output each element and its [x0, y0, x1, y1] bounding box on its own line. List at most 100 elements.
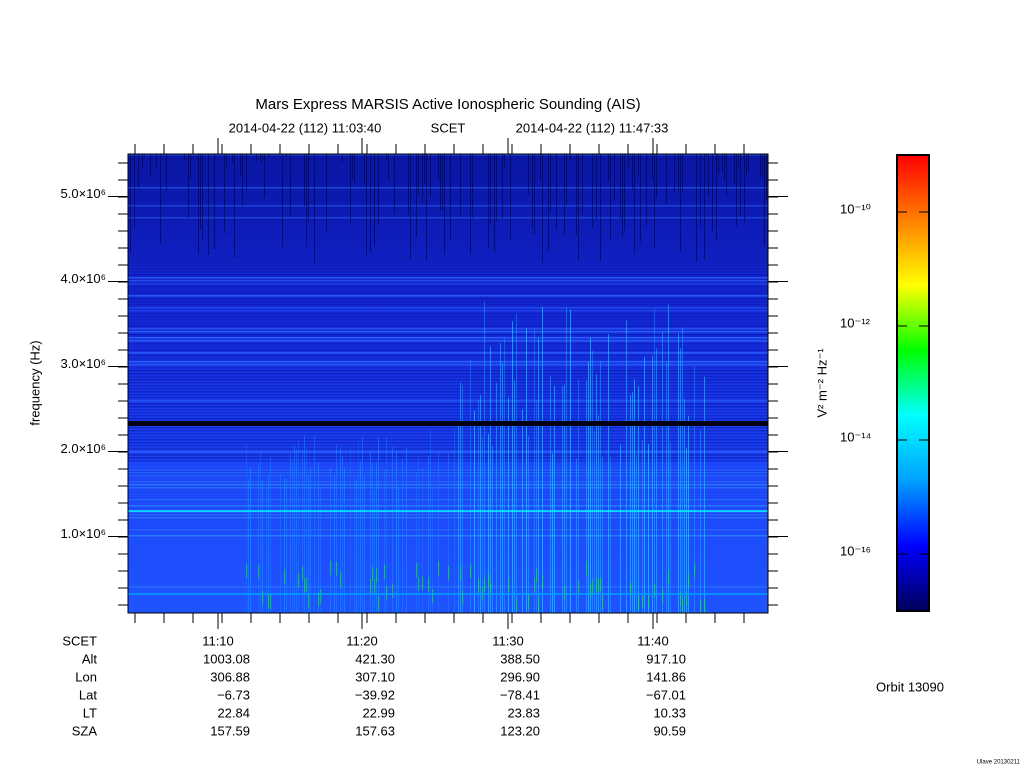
spectrogram-column — [408, 154, 409, 215]
spectrogram-column — [654, 154, 655, 249]
spectrogram-column — [634, 379, 635, 613]
spectrogram-column — [422, 154, 423, 203]
spectrogram-column — [370, 450, 371, 613]
spectrogram-column — [130, 154, 131, 253]
spectrogram-row — [128, 463, 768, 465]
start-time: 2014-04-22 (112) 11:03:40 — [229, 120, 382, 135]
spectrogram-column — [470, 563, 472, 578]
spectrogram-row — [128, 415, 768, 417]
spectrogram-column — [734, 154, 735, 184]
spectrogram-row — [128, 265, 768, 267]
spectrogram-column — [422, 468, 423, 613]
spectrogram-row — [128, 412, 768, 414]
spectrogram-row — [128, 454, 768, 456]
spectrogram-row — [128, 559, 768, 561]
spectrogram-column — [708, 154, 709, 197]
spectrogram-row — [128, 601, 768, 603]
spectrogram-row — [128, 157, 768, 159]
spectrogram-column — [378, 596, 380, 611]
ephemeris-value: 23.83 — [507, 705, 540, 720]
spectrogram-column — [504, 338, 505, 613]
spectrogram-column — [290, 453, 291, 613]
spectrogram-column — [336, 444, 337, 613]
spectrogram-column — [438, 451, 439, 613]
spectrogram-column — [376, 462, 377, 613]
spectrogram-column — [564, 154, 565, 236]
spectrogram-row — [128, 274, 768, 276]
spectrogram-column — [360, 461, 361, 613]
spectrogram-row — [128, 418, 768, 420]
spectrogram-column — [654, 583, 656, 598]
spectrogram-row — [128, 535, 768, 537]
spectrogram-column — [634, 154, 635, 255]
spectrogram-column — [682, 598, 684, 613]
spectrogram-column — [208, 154, 209, 256]
spectrogram-column — [370, 578, 372, 593]
spectrogram-column — [264, 154, 265, 199]
spectrogram-column — [538, 597, 540, 612]
spectrogram-column — [600, 361, 601, 613]
spectrogram-row — [128, 532, 768, 534]
spectrogram-row — [128, 406, 768, 408]
spectrogram-row — [128, 556, 768, 558]
spectrogram-column — [444, 154, 445, 255]
spectrogram-column — [738, 154, 739, 167]
spectrogram-column — [674, 154, 675, 192]
spectrogram-column — [590, 337, 591, 613]
spectrogram-row — [128, 394, 768, 396]
colorbar-label: V² m⁻² Hz⁻¹ — [814, 348, 829, 418]
spectrogram-row — [128, 253, 768, 255]
spectrogram-column — [340, 448, 341, 613]
spectrogram-row — [128, 277, 768, 279]
spectrogram-column — [642, 594, 644, 609]
spectrogram-column — [620, 444, 621, 613]
spectrogram-column — [166, 154, 167, 191]
ephemeris-value: 10.33 — [653, 705, 686, 720]
spectrogram-column — [268, 594, 270, 609]
spectrogram-column — [388, 154, 389, 181]
spectrogram-column — [306, 154, 307, 247]
ephemeris-value: 123.20 — [500, 723, 540, 738]
spectrogram-column — [492, 445, 493, 613]
ephemeris-value: 11:20 — [346, 633, 378, 648]
spectrogram-column — [134, 154, 135, 230]
spectrogram-column — [470, 359, 471, 613]
spectrogram-row — [128, 313, 768, 315]
spectrogram-row — [128, 598, 768, 600]
spectrogram-column — [226, 154, 227, 168]
spectrogram-column — [684, 398, 685, 613]
spectrogram-column — [392, 583, 394, 598]
ephemeris-value: 306.88 — [210, 669, 250, 684]
spectrogram-column — [680, 348, 681, 613]
spectrogram-column — [320, 589, 322, 604]
spectrogram-row — [128, 403, 768, 405]
spectrogram-row — [128, 586, 768, 588]
spectrogram-row — [128, 514, 768, 516]
spectrogram-row — [128, 346, 768, 348]
spectrogram-column — [640, 154, 641, 242]
spectrogram-column — [306, 577, 308, 592]
spectrogram-row — [128, 229, 768, 231]
spectrogram-column — [374, 154, 375, 247]
spectrogram-column — [460, 154, 461, 216]
spectrogram-column — [258, 564, 260, 579]
ephemeris-value: 307.10 — [355, 669, 395, 684]
spectrogram-column — [688, 573, 690, 588]
spectrogram-column — [682, 327, 683, 613]
spectrogram-column — [184, 154, 185, 159]
spectrogram-column — [138, 154, 139, 188]
spectrogram-column — [542, 574, 544, 589]
spectrogram-column — [262, 154, 263, 160]
colorbar-tick-label: 10⁻¹⁴ — [840, 429, 871, 444]
spectrogram-column — [762, 154, 763, 177]
spectrogram-column — [258, 462, 259, 613]
spectrogram-row — [128, 493, 768, 495]
spectrogram-column — [700, 154, 701, 226]
spectrogram-column — [340, 572, 342, 587]
spectrogram-column — [432, 486, 433, 613]
spectrogram-column — [350, 154, 351, 224]
spectrogram-column — [454, 430, 455, 613]
spectrogram-row — [128, 589, 768, 591]
spectrogram-column — [364, 476, 365, 613]
spectrogram-column — [336, 561, 338, 576]
